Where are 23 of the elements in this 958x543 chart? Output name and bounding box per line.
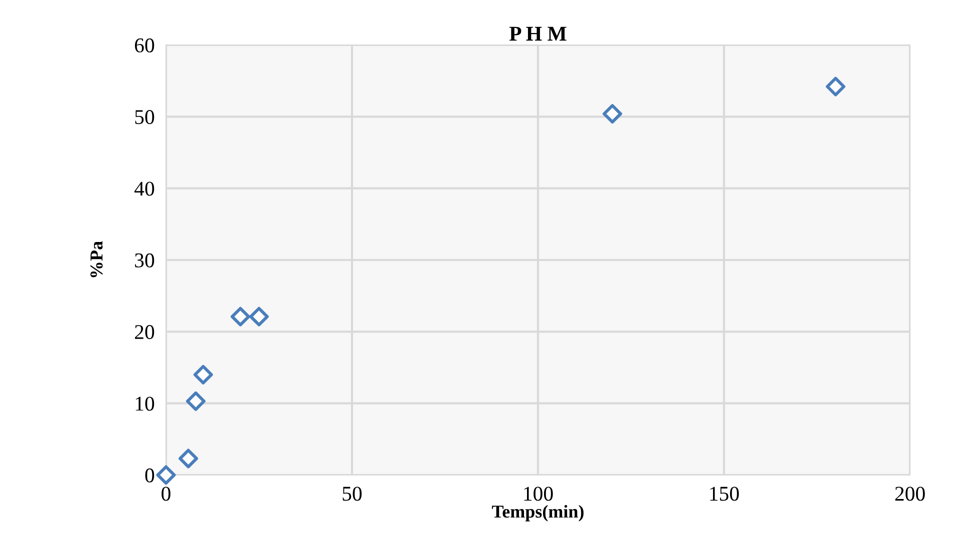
point [156,465,176,485]
x-tick-label: 50 [342,486,362,501]
point [193,364,213,384]
point [230,306,250,326]
y-tick-label: 30 [135,253,154,268]
point [602,104,622,124]
point [826,76,846,96]
x-tick-label: 100 [524,486,553,501]
y-tick-label: 0 [145,468,154,482]
y-axis-title: %Pa [90,241,103,278]
y-tick-label: 40 [134,182,154,196]
x-tick-label: 0 [162,486,170,501]
x-tick-label: 200 [895,486,925,501]
point [186,391,206,411]
point [249,306,269,326]
point [178,448,198,468]
y-tick-label: 60 [134,38,154,52]
y-tick-label: 10 [136,396,154,411]
x-axis-title: Temps(min) [492,505,584,522]
y-tick-label: 20 [134,325,154,340]
y-tick-label: 50 [135,110,154,124]
chart-title: P H M [509,26,566,41]
x-tick-label: 150 [710,486,739,501]
